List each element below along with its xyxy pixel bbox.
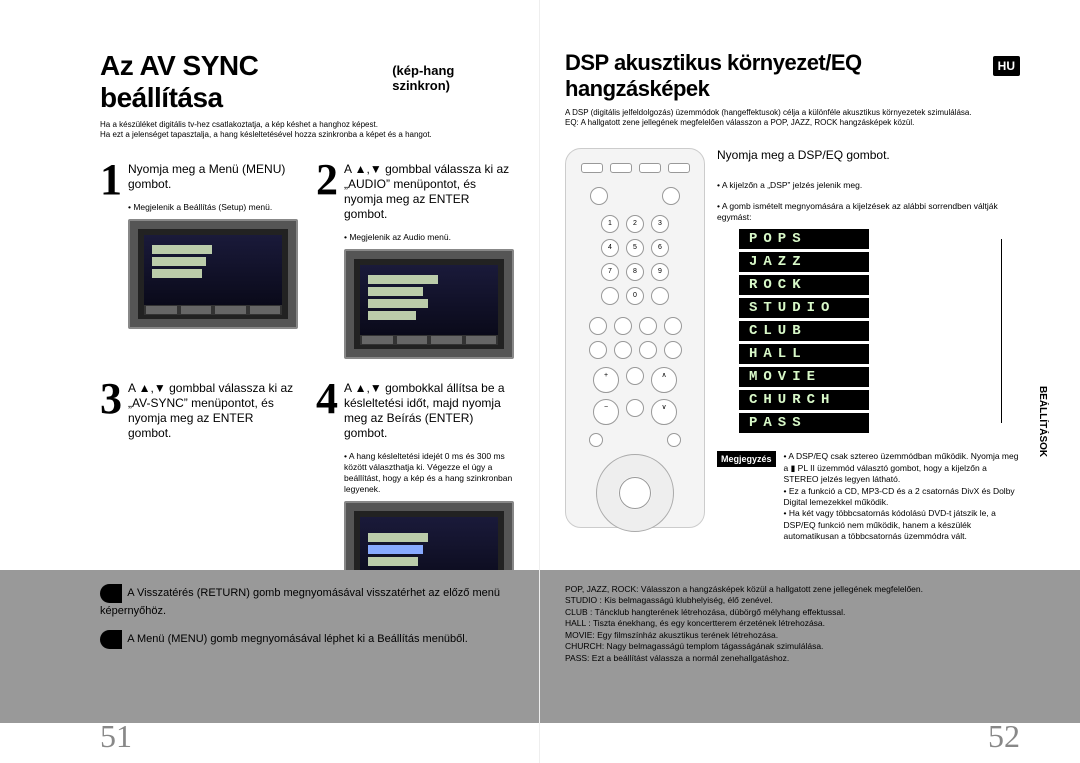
step-text: Nyomja meg a DSP/EQ gombot.	[717, 148, 890, 162]
title-main: Az AV SYNC beállítása	[100, 50, 384, 114]
note-2: • Ez a funkció a CD, MP3-CD és a 2 csato…	[784, 486, 1020, 509]
step-note: • Megjelenik az Audio menü.	[344, 232, 514, 243]
display-rock: ROCK	[739, 275, 869, 295]
title-row: Az AV SYNC beállítása (kép-hang szinkron…	[100, 50, 514, 114]
display-jazz: JAZZ	[739, 252, 869, 272]
page-51: Az AV SYNC beállítása (kép-hang szinkron…	[0, 0, 540, 763]
title-sub: (kép-hang szinkron)	[392, 63, 514, 93]
display-pass: PASS	[739, 413, 869, 433]
display-pops: POPS	[739, 229, 869, 249]
dsp-step-text: Nyomja meg a DSP/EQ gombot.	[717, 148, 1020, 162]
step-note: • A hang késleltetési idejét 0 ms és 300…	[344, 451, 514, 495]
display-list: POPS JAZZ ROCK STUDIO CLUB HALL MOVIE CH…	[739, 229, 1020, 433]
steps-row-1: 1 Nyomja meg a Menü (MENU) gombot. • Meg…	[100, 160, 514, 359]
display-church: CHURCH	[739, 390, 869, 410]
desc-studio: STUDIO : Kis belmagasságú klubhelyiség, …	[565, 595, 1020, 606]
display-studio: STUDIO	[739, 298, 869, 318]
return-pill	[100, 584, 122, 603]
right-grid: 123 456 789 0 + ∧ − ∨	[565, 148, 1020, 543]
intro-line-1: A DSP (digitális jelfeldolgozás) üzemmód…	[565, 108, 1020, 118]
intro-line-1: Ha a készüléket digitális tv-hez csatlak…	[100, 120, 514, 130]
intro-line-2: EQ: A hallgatott zene jellegének megfele…	[565, 118, 1020, 128]
menu-pill	[100, 630, 122, 649]
sub-note-1: • A kijelzőn a „DSP” jelzés jelenik meg.	[717, 180, 1020, 191]
bottom-text-1: A Visszatérés (RETURN) gomb megnyomásáva…	[100, 587, 500, 617]
dpad-icon	[596, 454, 674, 532]
sub-note-2: • A gomb ismételt megnyomására a kijelzé…	[717, 201, 1020, 223]
screenshot-audio-menu	[344, 249, 514, 359]
bottom-text-2: A Menü (MENU) gomb megnyomásával léphet …	[127, 633, 468, 645]
display-club: CLUB	[739, 321, 869, 341]
display-hall: HALL	[739, 344, 869, 364]
display-movie: MOVIE	[739, 367, 869, 387]
screenshot-setup-menu	[128, 219, 298, 329]
title-main: DSP akusztikus környezet/EQ hangzásképek	[565, 50, 981, 102]
hu-badge: HU	[993, 56, 1020, 76]
step-2: 2 A ▲,▼ gombbal válassza ki az „AUDIO” m…	[316, 160, 514, 359]
bottom-strip: POP, JAZZ, ROCK: Válasszon a hangzásképe…	[540, 570, 1080, 723]
desc-hall: HALL : Tiszta énekhang, és egy koncertte…	[565, 618, 1020, 629]
desc-church: CHURCH: Nagy belmagasságú templom tágass…	[565, 641, 1020, 652]
intro-text: A DSP (digitális jelfeldolgozás) üzemmód…	[565, 108, 1020, 128]
title-row: DSP akusztikus környezet/EQ hangzásképek…	[565, 50, 1020, 102]
step-text: Nyomja meg a Menü (MENU) gombot.	[128, 160, 298, 192]
bottom-strip: A Visszatérés (RETURN) gomb megnyomásáva…	[0, 570, 539, 723]
side-tab: BEÁLLÍTÁSOK	[1035, 380, 1050, 463]
step-number: 1	[100, 160, 122, 359]
desc-pop: POP, JAZZ, ROCK: Válasszon a hangzásképe…	[565, 584, 1020, 595]
page-number: 51	[100, 718, 132, 755]
desc-pass: PASS: Ezt a beállítást válassza a normál…	[565, 653, 1020, 664]
note-1: • A DSP/EQ csak sztereo üzemmódban működ…	[784, 451, 1020, 485]
right-content: Nyomja meg a DSP/EQ gombot. • A kijelzőn…	[717, 148, 1020, 543]
step-text: A ▲,▼ gombbal válassza ki az „AUDIO” men…	[344, 160, 514, 222]
step-1: 1 Nyomja meg a Menü (MENU) gombot. • Meg…	[100, 160, 298, 359]
intro-text: Ha a készüléket digitális tv-hez csatlak…	[100, 120, 514, 140]
note-3: • Ha két vagy többcsatornás kódolású DVD…	[784, 508, 1020, 542]
page-number: 52	[988, 718, 1020, 755]
step-3: 3 A ▲,▼ gombbal válassza ki az „AV-SYNC”…	[100, 379, 298, 441]
remote-control-image: 123 456 789 0 + ∧ − ∨	[565, 148, 705, 528]
desc-club: CLUB : Táncklub hangterének létrehozása,…	[565, 607, 1020, 618]
step-text: A ▲,▼ gombbal válassza ki az „AV-SYNC” m…	[128, 379, 298, 441]
step-number: 2	[316, 160, 338, 359]
step-text: A ▲,▼ gombokkal állítsa be a késleltetés…	[344, 379, 514, 441]
desc-movie: MOVIE: Egy filmszínház akusztikus teréne…	[565, 630, 1020, 641]
intro-line-2: Ha ezt a jelenséget tapasztalja, a hang …	[100, 130, 514, 140]
step-number: 3	[100, 379, 122, 441]
note-box: Megjegyzés • A DSP/EQ csak sztereo üzemm…	[717, 451, 1020, 543]
page-52: DSP akusztikus környezet/EQ hangzásképek…	[540, 0, 1080, 763]
note-badge: Megjegyzés	[717, 451, 776, 467]
step-note: • Megjelenik a Beállítás (Setup) menü.	[128, 202, 298, 213]
